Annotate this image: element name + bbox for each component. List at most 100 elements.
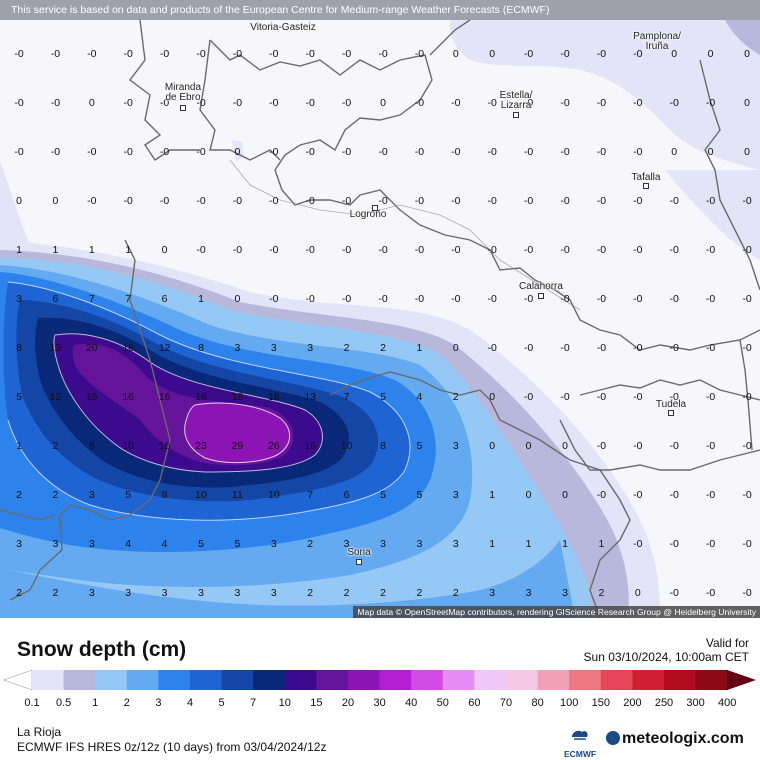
grid-value: 16	[304, 440, 317, 452]
grid-value: -0	[633, 146, 643, 158]
city-marker	[643, 183, 649, 189]
grid-value: 16	[158, 391, 171, 403]
grid-value: 0	[525, 489, 532, 501]
grid-value: -0	[560, 342, 570, 354]
grid-value: 29	[231, 440, 244, 452]
color-scale-swatch	[695, 670, 728, 690]
grid-value: -0	[341, 195, 352, 207]
grid-value: -0	[196, 48, 206, 60]
grid-value: -0	[269, 244, 279, 256]
grid-value: 4	[161, 538, 168, 550]
rivers	[229, 159, 581, 311]
grid-value: -0	[196, 195, 206, 207]
ecmwf-logo-icon	[572, 730, 588, 740]
grid-value: 1	[598, 538, 605, 550]
grid-value: 0	[489, 48, 496, 60]
grid-value: -0	[451, 195, 461, 207]
grid-value: 16	[122, 342, 135, 354]
grid-value: -0	[341, 48, 352, 60]
grid-value: 8	[161, 489, 168, 501]
grid-value: -0	[560, 48, 570, 60]
snow-depth-map[interactable]: This service is based on data and produc…	[0, 0, 760, 618]
grid-value: 3	[380, 538, 386, 550]
grid-value: 2	[380, 342, 386, 354]
color-scale-swatch	[126, 670, 159, 690]
grid-value: 5	[198, 538, 204, 550]
grid-value: 1	[16, 244, 22, 256]
model-run-info: ECMWF IFS HRES 0z/12z (10 days) from 03/…	[17, 740, 327, 754]
color-scale-swatch	[632, 670, 665, 690]
grid-value: 16	[122, 391, 135, 403]
city-marker	[513, 112, 519, 118]
grid-value: -0	[196, 244, 206, 256]
grid-value: -0	[232, 195, 243, 207]
city-label: Miranda de Ebro	[165, 83, 201, 103]
grid-value: 8	[380, 440, 386, 452]
grid-value: -0	[269, 48, 279, 60]
grid-value: -0	[669, 391, 679, 403]
contour-line-inner	[53, 333, 323, 473]
grid-value: -0	[633, 293, 643, 305]
grid-value: -0	[414, 146, 425, 158]
grid-value: -0	[523, 244, 534, 256]
grid-value: 2	[343, 587, 350, 599]
grid-value: 16	[158, 440, 171, 452]
color-scale-tick-label: 80	[531, 697, 544, 709]
grid-value: 3	[198, 587, 204, 599]
grid-value: 0	[562, 440, 568, 452]
grid-value: -0	[50, 48, 61, 60]
grid-value: -0	[633, 538, 643, 550]
color-scale-swatch	[95, 670, 128, 690]
grid-value: -0	[523, 342, 534, 354]
grid-value: -0	[414, 244, 425, 256]
grid-value: -0	[159, 146, 170, 158]
grid-value: 20	[85, 342, 98, 354]
city-label: Vitoria-Gasteiz	[250, 23, 315, 33]
grid-value: -0	[487, 146, 497, 158]
grid-value: -0	[378, 244, 388, 256]
grid-value: -0	[633, 244, 643, 256]
grid-value: 12	[158, 342, 171, 354]
grid-value: -0	[159, 195, 170, 207]
grid-value: 5	[234, 538, 241, 550]
grid-value: -0	[123, 97, 133, 109]
grid-value: 2	[52, 440, 59, 452]
grid-value: 3	[16, 538, 22, 550]
color-scale-swatch	[379, 670, 412, 690]
grid-value: -0	[633, 489, 643, 501]
color-scale-tick-label: 60	[468, 697, 481, 709]
grid-value: 2	[16, 587, 22, 599]
grid-value: -0	[305, 48, 315, 60]
city-label: Estella/Lizarra	[500, 91, 533, 111]
grid-value: -0	[232, 97, 243, 109]
grid-value: -0	[305, 97, 315, 109]
grid-value: 0	[16, 195, 22, 207]
grid-value: 0	[380, 97, 386, 109]
grid-value: -0	[633, 48, 643, 60]
color-scale-tick-label: 20	[341, 697, 355, 709]
grid-value: -0	[451, 146, 461, 158]
map-attribution[interactable]: Map data © OpenStreetMap contributors, r…	[353, 606, 760, 618]
grid-value: 10	[340, 440, 353, 452]
grid-value: 1	[489, 538, 496, 550]
city-marker	[668, 410, 674, 416]
grid-value: -0	[742, 244, 752, 256]
grid-value: 18	[195, 391, 207, 403]
grid-value: -0	[669, 244, 679, 256]
grid-value: 10	[195, 489, 207, 501]
grid-value: 12	[49, 391, 62, 403]
grid-value: 3	[307, 342, 314, 354]
color-scale-tick-label: 7	[250, 697, 257, 709]
valid-datetime: Sun 03/10/2024, 10:00am CET	[583, 650, 749, 664]
grid-value: -0	[305, 146, 315, 158]
grid-value: -0	[596, 342, 607, 354]
grid-value: -0	[742, 489, 752, 501]
grid-value: 6	[343, 489, 350, 501]
city-label: Calahorra	[519, 282, 563, 292]
grid-value: -0	[341, 293, 352, 305]
grid-value: 0	[671, 146, 678, 158]
meteologix-brand[interactable]: meteologix.com	[606, 730, 744, 748]
valid-time: Valid for Sun 03/10/2024, 10:00am CET	[584, 636, 749, 664]
grid-value: 0	[452, 48, 459, 60]
grid-value: 3	[88, 538, 95, 550]
